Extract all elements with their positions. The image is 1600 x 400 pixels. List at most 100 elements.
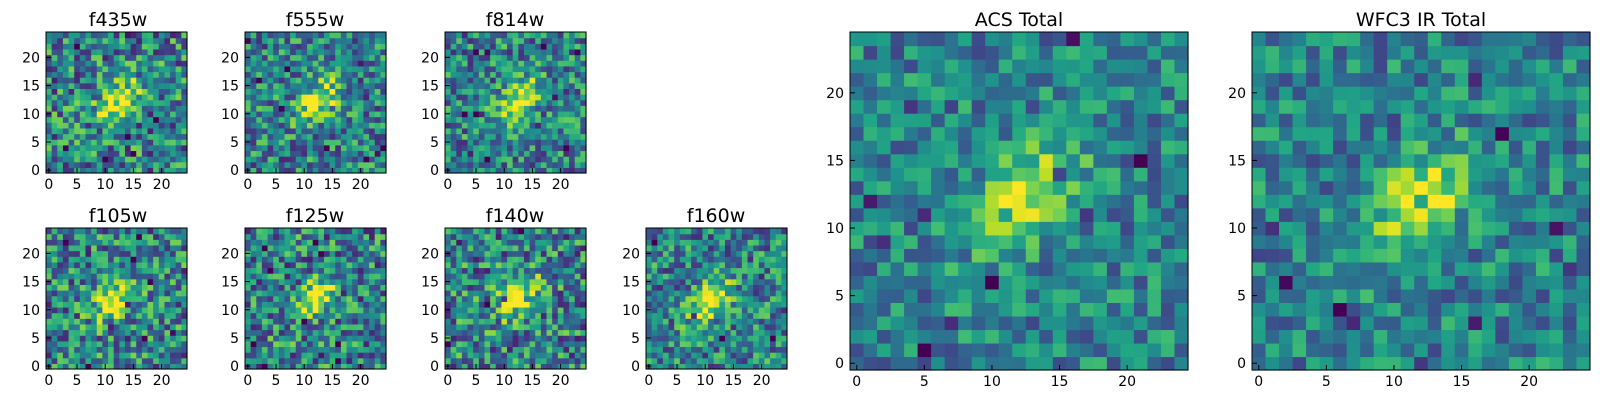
heatmap-cell — [523, 32, 531, 39]
heatmap-cell — [719, 256, 726, 263]
heatmap-cell — [685, 290, 692, 297]
heatmap-cell — [357, 318, 365, 325]
heatmap-cell — [490, 306, 497, 314]
heatmap-cell — [495, 127, 502, 135]
heatmap-cell — [495, 167, 502, 174]
heatmap-cell — [552, 37, 559, 44]
heatmap-cell — [318, 357, 325, 364]
heatmap-cell — [507, 256, 514, 263]
heatmap-cell — [256, 122, 263, 129]
heatmap-cell — [250, 77, 257, 84]
heatmap-cell — [753, 340, 760, 348]
heatmap-cell — [85, 167, 92, 174]
heatmap-cell — [580, 233, 587, 240]
heatmap-cell — [79, 133, 87, 140]
heatmap-cell — [1106, 248, 1121, 263]
heatmap-cell — [646, 284, 653, 291]
heatmap-cell — [340, 357, 348, 364]
heatmap-cell — [691, 335, 698, 342]
heatmap-cell — [662, 278, 670, 285]
heatmap-cell — [374, 54, 381, 61]
heatmap-cell — [318, 88, 325, 95]
heatmap-cell — [164, 318, 171, 325]
heatmap-cell — [467, 329, 474, 336]
heatmap-cell — [478, 357, 486, 364]
heatmap-cell — [580, 357, 587, 364]
heatmap-cell — [702, 261, 709, 269]
heatmap-cell — [136, 267, 143, 274]
heatmap-cell — [108, 301, 115, 308]
heatmap-cell — [158, 228, 166, 235]
heatmap-cell — [51, 127, 58, 135]
heatmap-cell — [85, 346, 92, 353]
heatmap-cell — [119, 278, 126, 285]
heatmap-cell — [278, 94, 286, 101]
heatmap-cell — [119, 329, 126, 336]
heatmap-cell — [501, 357, 508, 364]
heatmap-cell — [141, 244, 149, 252]
heatmap-cell — [256, 54, 263, 61]
heatmap-cell — [662, 239, 670, 246]
heatmap-cell — [267, 37, 274, 44]
heatmap-cell — [456, 65, 463, 73]
heatmap-cell — [51, 110, 58, 118]
heatmap-cell — [1174, 342, 1189, 358]
heatmap-cell — [267, 60, 274, 67]
heatmap-cell — [369, 60, 376, 67]
heatmap-cell — [124, 122, 132, 129]
heatmap-cell — [290, 82, 297, 89]
heatmap-cell — [850, 302, 865, 317]
heatmap-cell — [747, 295, 754, 302]
heatmap-cell — [657, 244, 664, 252]
heatmap-cell — [295, 357, 302, 364]
heatmap-cell — [181, 335, 188, 342]
heatmap-cell — [119, 43, 126, 50]
heatmap-cell — [753, 256, 760, 263]
heatmap-cell — [108, 116, 115, 123]
heatmap-cell — [461, 99, 469, 106]
heatmap-cell — [478, 290, 486, 297]
heatmap-cell — [158, 244, 166, 252]
heatmap-cell — [380, 82, 387, 89]
heatmap-cell — [450, 110, 457, 118]
heatmap-cell — [445, 122, 452, 129]
heatmap-cell — [102, 323, 109, 331]
heatmap-cell — [753, 363, 760, 370]
heatmap-cell — [323, 295, 331, 302]
heatmap-cell — [473, 71, 480, 78]
heatmap-cell — [357, 43, 365, 50]
heatmap-cell — [153, 228, 160, 235]
heatmap-cell — [245, 77, 252, 84]
heatmap-cell — [119, 32, 126, 39]
heatmap-cell — [130, 256, 137, 263]
heatmap-cell — [136, 239, 143, 246]
heatmap-cell — [295, 278, 302, 285]
heatmap-cell — [958, 126, 973, 141]
heatmap-cell — [1120, 207, 1135, 222]
heatmap-cell — [181, 267, 188, 274]
heatmap-cell — [1079, 194, 1094, 209]
heatmap-cell — [495, 357, 502, 364]
heatmap-cell — [374, 77, 381, 84]
heatmap-cell — [357, 256, 365, 263]
x-tick-label: 15 — [125, 177, 143, 193]
heatmap-cell — [318, 295, 325, 302]
heatmap-cell — [507, 273, 514, 280]
heatmap-cell — [374, 228, 381, 235]
heatmap-cell — [278, 99, 286, 106]
heatmap-cell — [445, 32, 452, 39]
heatmap-cell — [662, 312, 670, 319]
heatmap-cell — [747, 323, 754, 331]
heatmap-cell — [335, 71, 342, 78]
heatmap-cell — [141, 144, 149, 152]
heatmap-cell — [764, 228, 771, 235]
heatmap-cell — [284, 278, 291, 285]
heatmap-cell — [301, 290, 308, 297]
heatmap-cell — [781, 267, 788, 274]
heatmap-cell — [674, 273, 681, 280]
heatmap-cell — [68, 273, 75, 280]
heatmap-cell — [158, 94, 166, 101]
heatmap-cell — [958, 329, 973, 344]
heatmap-cell — [781, 273, 788, 280]
heatmap-cell — [250, 244, 257, 252]
